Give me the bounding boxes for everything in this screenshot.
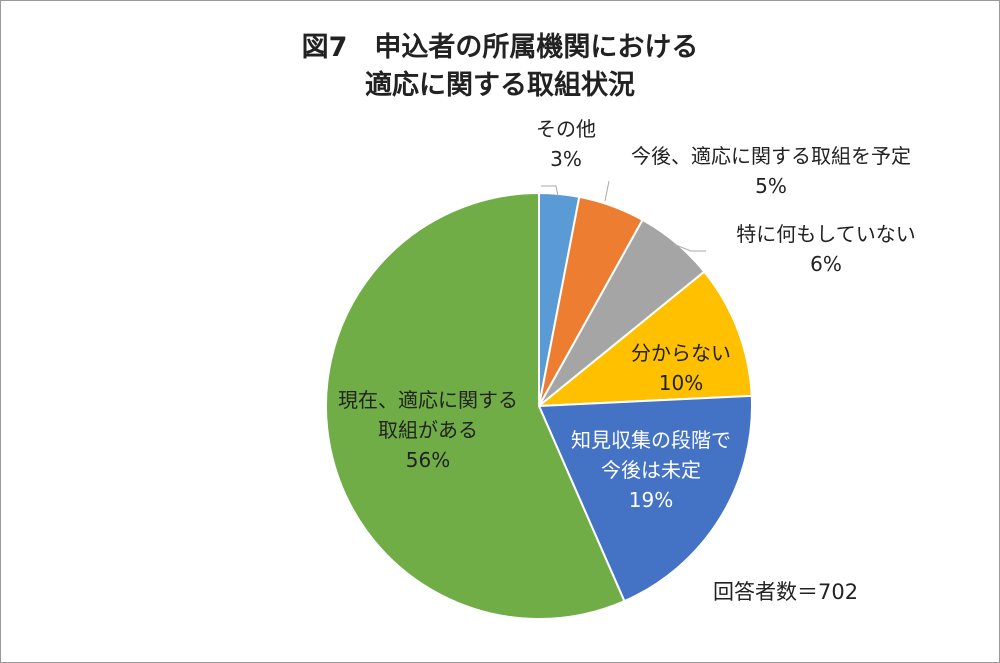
chart-title: 図7 申込者の所属機関における: [301, 32, 699, 63]
leader-line: [604, 180, 610, 202]
pie: [325, 191, 753, 620]
label-text: 今後、適応に関する取組を予定: [631, 144, 911, 168]
slice-label: 知見収集の段階で今後は未定 19%: [565, 425, 737, 515]
label-text: 56%: [405, 448, 451, 472]
label-text: 3%: [550, 147, 582, 171]
label-text: その他: [536, 117, 596, 141]
chart-title: 適応に関する取組状況: [365, 70, 635, 101]
slice-label: その他 3%: [506, 114, 626, 174]
label-text: 特に何もしていない: [736, 222, 916, 246]
slice-label: 今後、適応に関する取組を予定 5%: [611, 141, 931, 201]
label-text: 分からない: [631, 341, 731, 365]
leader-line: [672, 243, 706, 252]
annotation: 回答者数＝702: [713, 580, 859, 604]
leader-lines: [541, 180, 706, 252]
label-text: 10%: [658, 371, 704, 395]
slice: [537, 394, 753, 603]
slice: [325, 191, 626, 620]
slice-label: 現在、適応に関する取組がある 56%: [332, 385, 524, 475]
label-text: 19%: [628, 488, 674, 512]
slice-label: 分からない 10%: [611, 338, 751, 398]
slice: [536, 270, 753, 408]
label-text: 知見収集の段階で今後は未定: [571, 428, 731, 482]
label-text: 6%: [810, 252, 842, 276]
leader-line: [541, 185, 559, 197]
slice-label: 特に何もしていない 6%: [721, 219, 931, 279]
label-text: 現在、適応に関する取組がある: [338, 388, 518, 442]
label-text: 5%: [755, 174, 787, 198]
